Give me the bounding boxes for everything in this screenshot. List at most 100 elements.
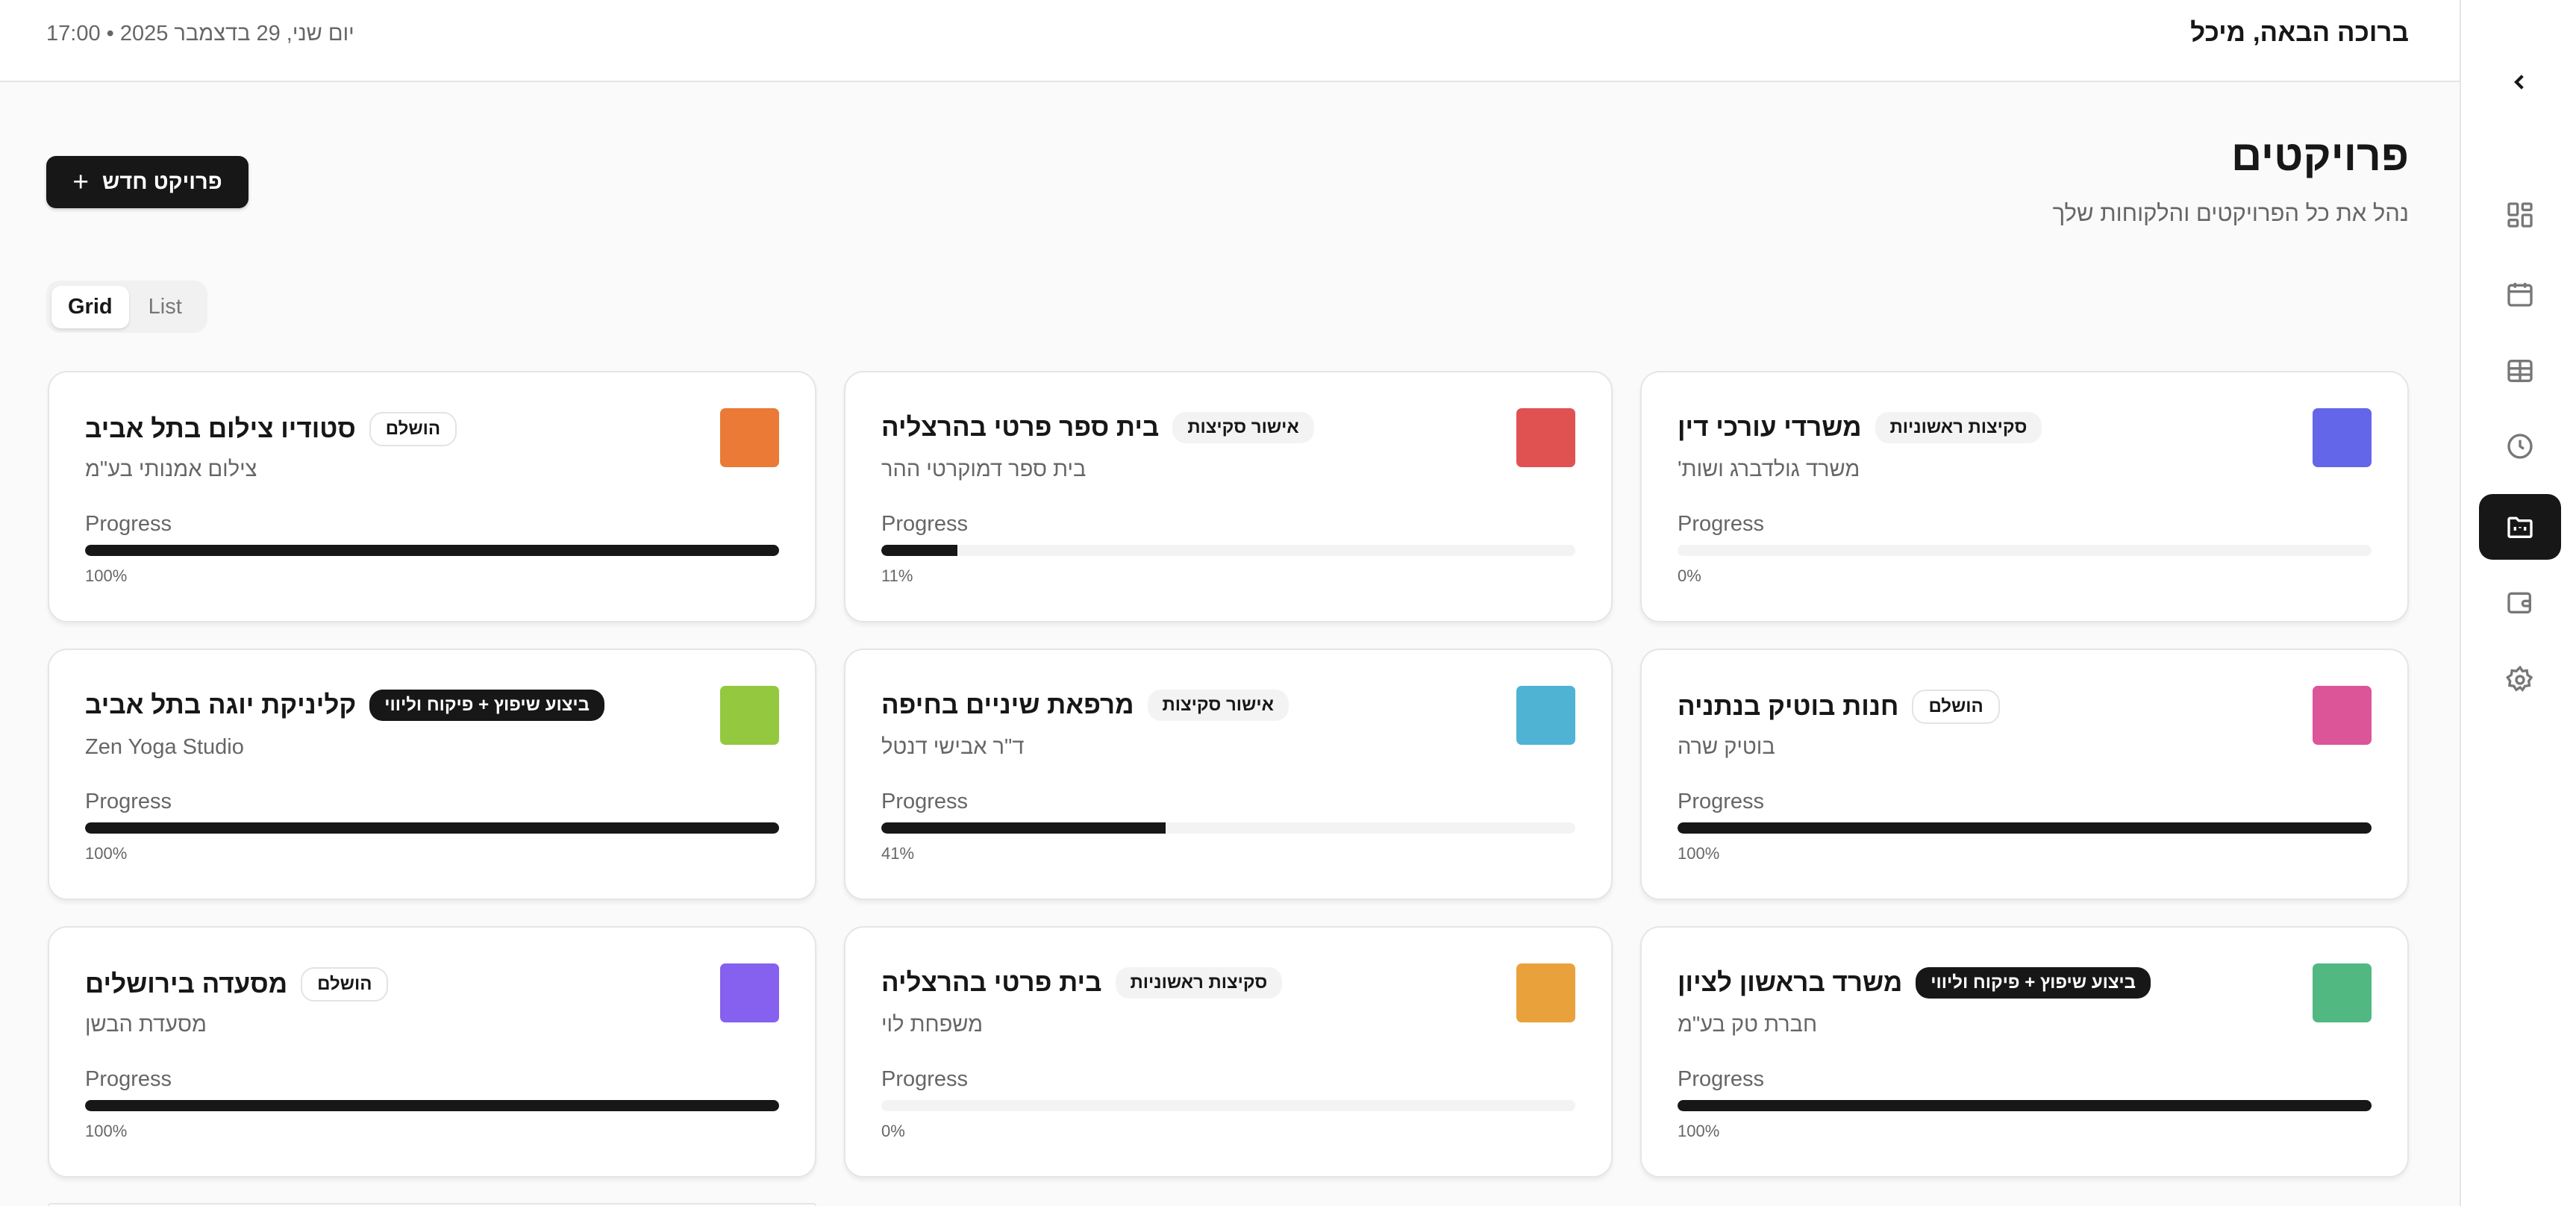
page-title: פרויקטים (2231, 132, 2409, 180)
progress-label: Progress (85, 512, 172, 536)
project-color-swatch (2313, 686, 2372, 745)
client-name: צילום אמנותי בע"מ (85, 457, 257, 481)
card-title-row: בית ספר פרטי בהרצליה אישור סקיצות (881, 412, 1314, 443)
greeting: ברוכה הבאה, מיכל (2190, 18, 2409, 47)
top-header: ברוכה הבאה, מיכל יום שני, 29 בדצמבר 2025… (0, 0, 2460, 82)
project-title: מסעדה בירושלים (85, 969, 288, 999)
progress-fill (1678, 1100, 2372, 1111)
calendar-icon (2507, 283, 2533, 307)
new-project-button[interactable]: + פרויקט חדש (46, 156, 248, 208)
project-title: מרפאת שיניים בחיפה (881, 690, 1134, 719)
progress-label: Progress (1678, 1067, 1765, 1091)
view-toggle: Grid List (46, 281, 207, 333)
client-name: בוטיק שרה (1678, 735, 1775, 759)
wallet-icon (2507, 592, 2531, 613)
project-title: בית פרטי בהרצליה (881, 968, 1102, 997)
project-card[interactable]: מרפאת שיניים בחיפה אישור סקיצות ד"ר אביש… (844, 649, 1613, 900)
grid-view-tab[interactable]: Grid (51, 285, 129, 328)
project-color-swatch (2313, 408, 2372, 467)
progress-bar (881, 1100, 1575, 1111)
projects-grid: משרדי עורכי דין סקיצות ראשוניות משרד גול… (48, 371, 2409, 1178)
plus-icon: + (72, 166, 89, 197)
progress-bar (881, 545, 1575, 556)
client-name: חברת טק בע"מ (1678, 1013, 1818, 1037)
card-title-row: בית פרטי בהרצליה סקיצות ראשוניות (881, 967, 1283, 999)
progress-fill (881, 545, 958, 556)
project-card[interactable]: משרדי עורכי דין סקיצות ראשוניות משרד גול… (1640, 371, 2409, 622)
project-card[interactable]: מסעדה בירושלים הושלם מסעדת הבשן Progress… (48, 926, 816, 1178)
project-card[interactable]: בית ספר פרטי בהרצליה אישור סקיצות בית ספ… (844, 371, 1613, 622)
folder-icon (2507, 516, 2533, 538)
progress-fill (85, 545, 779, 556)
project-title: קליניקת יוגה בתל אביב (85, 690, 357, 719)
progress-bar (1678, 822, 2372, 834)
project-title: משרדי עורכי דין (1678, 413, 1862, 442)
project-color-swatch (2313, 963, 2372, 1022)
card-title-row: משרדי עורכי דין סקיצות ראשוניות (1678, 412, 2042, 443)
project-card[interactable]: בית פרטי בהרצליה סקיצות ראשוניות משפחת ל… (844, 926, 1613, 1178)
progress-percent: 100% (1678, 1122, 1720, 1140)
sidebar-item-settings[interactable] (2479, 647, 2561, 713)
progress-bar (1678, 545, 2372, 556)
progress-percent: 0% (881, 1122, 905, 1140)
project-card[interactable] (48, 1203, 816, 1206)
progress-fill (85, 1100, 779, 1111)
progress-bar (85, 545, 779, 556)
project-title: חנות בוטיק בנתניה (1678, 692, 1899, 721)
chevron-left-icon (2514, 75, 2524, 90)
client-name: ד"ר אבישי דנטל (881, 735, 1025, 759)
progress-label: Progress (85, 1067, 172, 1091)
table-icon (2507, 360, 2533, 382)
project-card[interactable]: קליניקת יוגה בתל אביב ביצוע שיפוץ + פיקו… (48, 649, 816, 900)
client-name: בית ספר דמוקרטי ההר (881, 457, 1087, 481)
progress-percent: 0% (1678, 566, 1701, 585)
sidebar-item-calendar[interactable] (2479, 261, 2561, 327)
card-title-row: מסעדה בירושלים הושלם (85, 967, 389, 1002)
progress-label: Progress (881, 1067, 969, 1091)
status-badge: הושלם (1912, 690, 2000, 724)
status-badge: הושלם (301, 967, 389, 1002)
client-name: משפחת לוי (881, 1013, 984, 1037)
status-badge: ביצוע שיפוץ + פיקוח וליווי (369, 690, 604, 721)
sidebar-item-projects[interactable] (2479, 494, 2561, 560)
client-name: Zen Yoga Studio (85, 735, 244, 759)
card-title-row: קליניקת יוגה בתל אביב ביצוע שיפוץ + פיקו… (85, 690, 604, 721)
card-title-row: מרפאת שיניים בחיפה אישור סקיצות (881, 690, 1289, 721)
dashboard-icon (2507, 202, 2533, 228)
status-badge: אישור סקיצות (1172, 412, 1314, 443)
project-color-swatch (720, 686, 779, 745)
project-card[interactable]: משרד בראשון לציון ביצוע שיפוץ + פיקוח ול… (1640, 926, 2409, 1178)
project-card[interactable]: סטודיו צילום בתל אביב הושלם צילום אמנותי… (48, 371, 816, 622)
sidebar-item-finance[interactable] (2479, 569, 2561, 635)
sidebar (2460, 0, 2576, 1206)
clock-icon (2507, 434, 2533, 459)
progress-label: Progress (1678, 790, 1765, 813)
progress-percent: 11% (881, 566, 913, 585)
project-title: סטודיו צילום בתל אביב (85, 414, 356, 443)
progress-fill (1678, 822, 2372, 834)
client-name: מסעדת הבשן (85, 1013, 207, 1037)
gear-icon (2506, 665, 2533, 692)
progress-percent: 100% (1678, 844, 1720, 863)
sidebar-item-dashboard[interactable] (2479, 182, 2561, 248)
progress-percent: 100% (85, 566, 128, 585)
progress-bar (85, 822, 779, 834)
progress-label: Progress (881, 512, 969, 536)
new-project-label: פרויקט חדש (101, 169, 222, 194)
progress-percent: 41% (881, 844, 915, 863)
status-badge: אישור סקיצות (1147, 690, 1289, 721)
page-subtitle: נהל את כל הפרויקטים והלקוחות שלך (2052, 200, 2409, 226)
project-title: בית ספר פרטי בהרצליה (881, 413, 1160, 442)
project-color-swatch (1516, 408, 1575, 467)
status-badge: סקיצות ראשוניות (1115, 967, 1283, 999)
project-color-swatch (1516, 963, 1575, 1022)
sidebar-item-table[interactable] (2479, 338, 2561, 404)
card-title-row: משרד בראשון לציון ביצוע שיפוץ + פיקוח ול… (1678, 967, 2151, 999)
collapse-sidebar-button[interactable] (2479, 49, 2561, 115)
card-title-row: חנות בוטיק בנתניה הושלם (1678, 690, 2000, 724)
list-view-tab[interactable]: List (148, 294, 182, 319)
progress-bar (85, 1100, 779, 1111)
project-card[interactable]: חנות בוטיק בנתניה הושלם בוטיק שרה Progre… (1640, 649, 2409, 900)
sidebar-item-time[interactable] (2479, 413, 2561, 479)
